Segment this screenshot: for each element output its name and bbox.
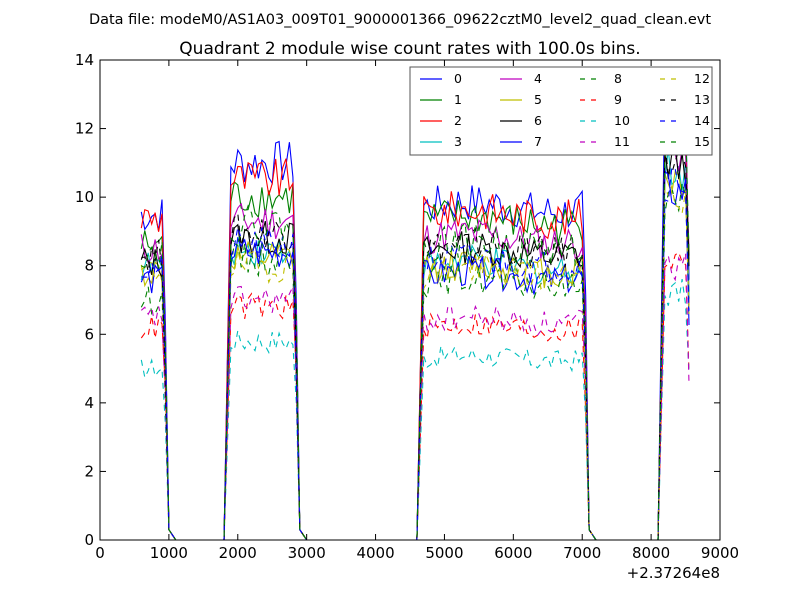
series-line-9 <box>140 251 690 541</box>
y-tick-label: 4 <box>84 394 94 412</box>
series-layer <box>140 80 690 541</box>
x-offset-label: +2.37264e8 <box>627 564 720 582</box>
y-tick-label: 10 <box>75 188 94 206</box>
series-line-10 <box>140 279 690 541</box>
series-line-14 <box>141 167 690 541</box>
chart-title: Quadrant 2 module wise count rates with … <box>179 39 640 59</box>
axes-frame <box>99 59 721 541</box>
legend-label-2: 2 <box>454 113 462 128</box>
x-tick-label: 4000 <box>356 544 394 562</box>
legend-label-5: 5 <box>534 92 542 107</box>
legend-label-15: 15 <box>694 134 710 149</box>
legend-label-12: 12 <box>694 71 710 86</box>
x-tick-label: 7000 <box>563 544 601 562</box>
axes-layer: 0 1000 2000 3000 4000 5000 6000 7000 8000 9000 0 2 4… <box>75 51 739 562</box>
legend-label-8: 8 <box>614 71 622 86</box>
series-line-4 <box>140 143 690 541</box>
y-tick-label: 8 <box>84 257 94 275</box>
legend-label-10: 10 <box>614 113 630 128</box>
x-tick-label: 0 <box>95 544 105 562</box>
x-tick-label: 8000 <box>632 544 670 562</box>
series-line-8 <box>140 182 690 541</box>
y-tick-label: 12 <box>75 120 94 138</box>
series-line-2 <box>140 108 690 541</box>
series-line-11 <box>140 253 690 541</box>
legend-box <box>409 66 713 156</box>
series-line-12 <box>141 184 690 541</box>
legend-label-6: 6 <box>534 113 542 128</box>
legend-label-0: 0 <box>454 71 462 86</box>
series-line-7 <box>140 170 690 541</box>
x-tick-label: 3000 <box>288 544 326 562</box>
x-tick-label: 2000 <box>219 544 257 562</box>
series-line-0 <box>140 80 690 541</box>
y-tick-label: 14 <box>75 51 94 69</box>
y-tick-label: 0 <box>84 531 94 549</box>
legend-label-14: 14 <box>694 113 710 128</box>
legend-label-1: 1 <box>454 92 462 107</box>
y-tick-label: 6 <box>84 325 94 343</box>
legend-label-11: 11 <box>614 134 630 149</box>
x-tick-label: 5000 <box>425 544 463 562</box>
legend-label-13: 13 <box>694 92 710 107</box>
legend-label-4: 4 <box>534 71 542 86</box>
x-tick-label: 9000 <box>701 544 739 562</box>
x-tick-label: 6000 <box>494 544 532 562</box>
series-line-15 <box>141 122 690 541</box>
y-tick-label: 2 <box>84 462 94 480</box>
legend-label-7: 7 <box>534 134 542 149</box>
x-tick-label: 1000 <box>150 544 188 562</box>
series-line-13 <box>141 145 690 541</box>
legend-label-3: 3 <box>454 134 462 149</box>
legend-label-9: 9 <box>614 92 622 107</box>
figure-suptitle: Data file: modeM0/AS1A03_009T01_90000013… <box>89 12 711 28</box>
